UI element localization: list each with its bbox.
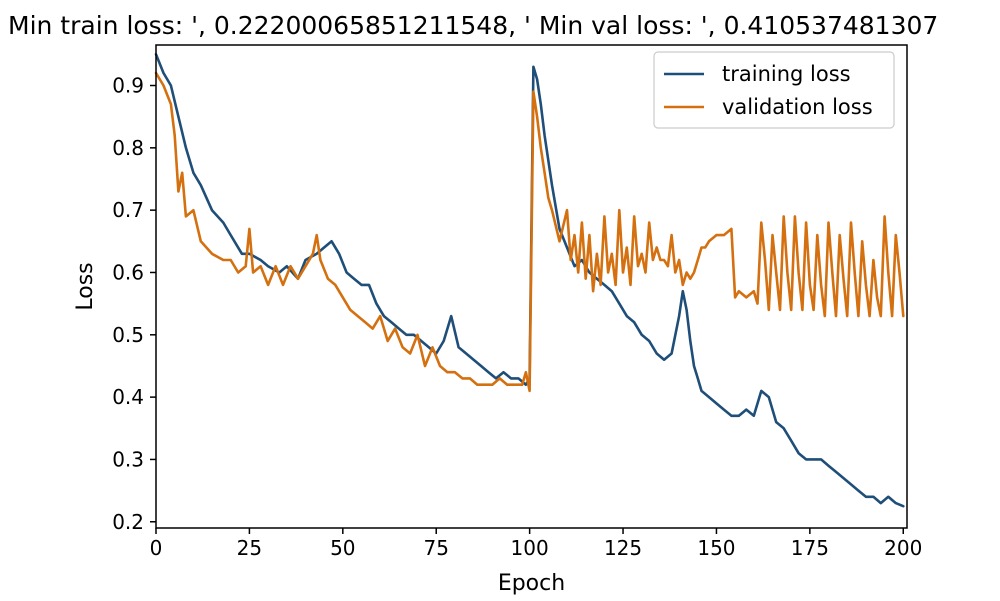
plot-frame	[155, 44, 908, 529]
y-axis: 0.2 0.3 0.4 0.5 0.6 0.7 0.8 0.9	[112, 74, 156, 534]
y-tick-label: 0.6	[112, 260, 144, 284]
x-tick-label: 100	[511, 536, 549, 560]
x-tick-label: 125	[604, 536, 642, 560]
y-tick-label: 0.2	[112, 510, 144, 534]
y-tick-label: 0.5	[112, 323, 144, 347]
legend-box	[653, 51, 895, 129]
x-tick-label: 50	[330, 536, 355, 560]
series-line-validation	[154, 71, 905, 393]
x-axis: 0 25 50 75 100 125 150 175 200	[150, 528, 922, 560]
x-tick-label: 0	[150, 536, 163, 560]
y-tick-label: 0.7	[112, 198, 144, 222]
y-tick-label: 0.8	[112, 136, 144, 160]
y-axis-label: Loss	[73, 262, 98, 310]
x-tick-label: 75	[423, 536, 448, 560]
series-line-training	[154, 52, 905, 508]
y-tick-label: 0.3	[112, 447, 144, 471]
x-axis-label: Epoch	[498, 571, 565, 596]
chart-title: Min train loss: ', 0.22200065851211548, …	[8, 11, 938, 40]
legend-entry: training loss	[722, 62, 851, 86]
x-tick-label: 200	[884, 536, 922, 560]
x-tick-label: 175	[791, 536, 829, 560]
y-tick-label: 0.4	[112, 385, 144, 409]
y-tick-label: 0.9	[112, 74, 144, 98]
x-tick-label: 25	[237, 536, 262, 560]
x-tick-label: 150	[697, 536, 735, 560]
series-layer	[154, 52, 905, 508]
legend-entry: validation loss	[722, 95, 873, 119]
legend: training loss validation loss	[653, 51, 895, 129]
